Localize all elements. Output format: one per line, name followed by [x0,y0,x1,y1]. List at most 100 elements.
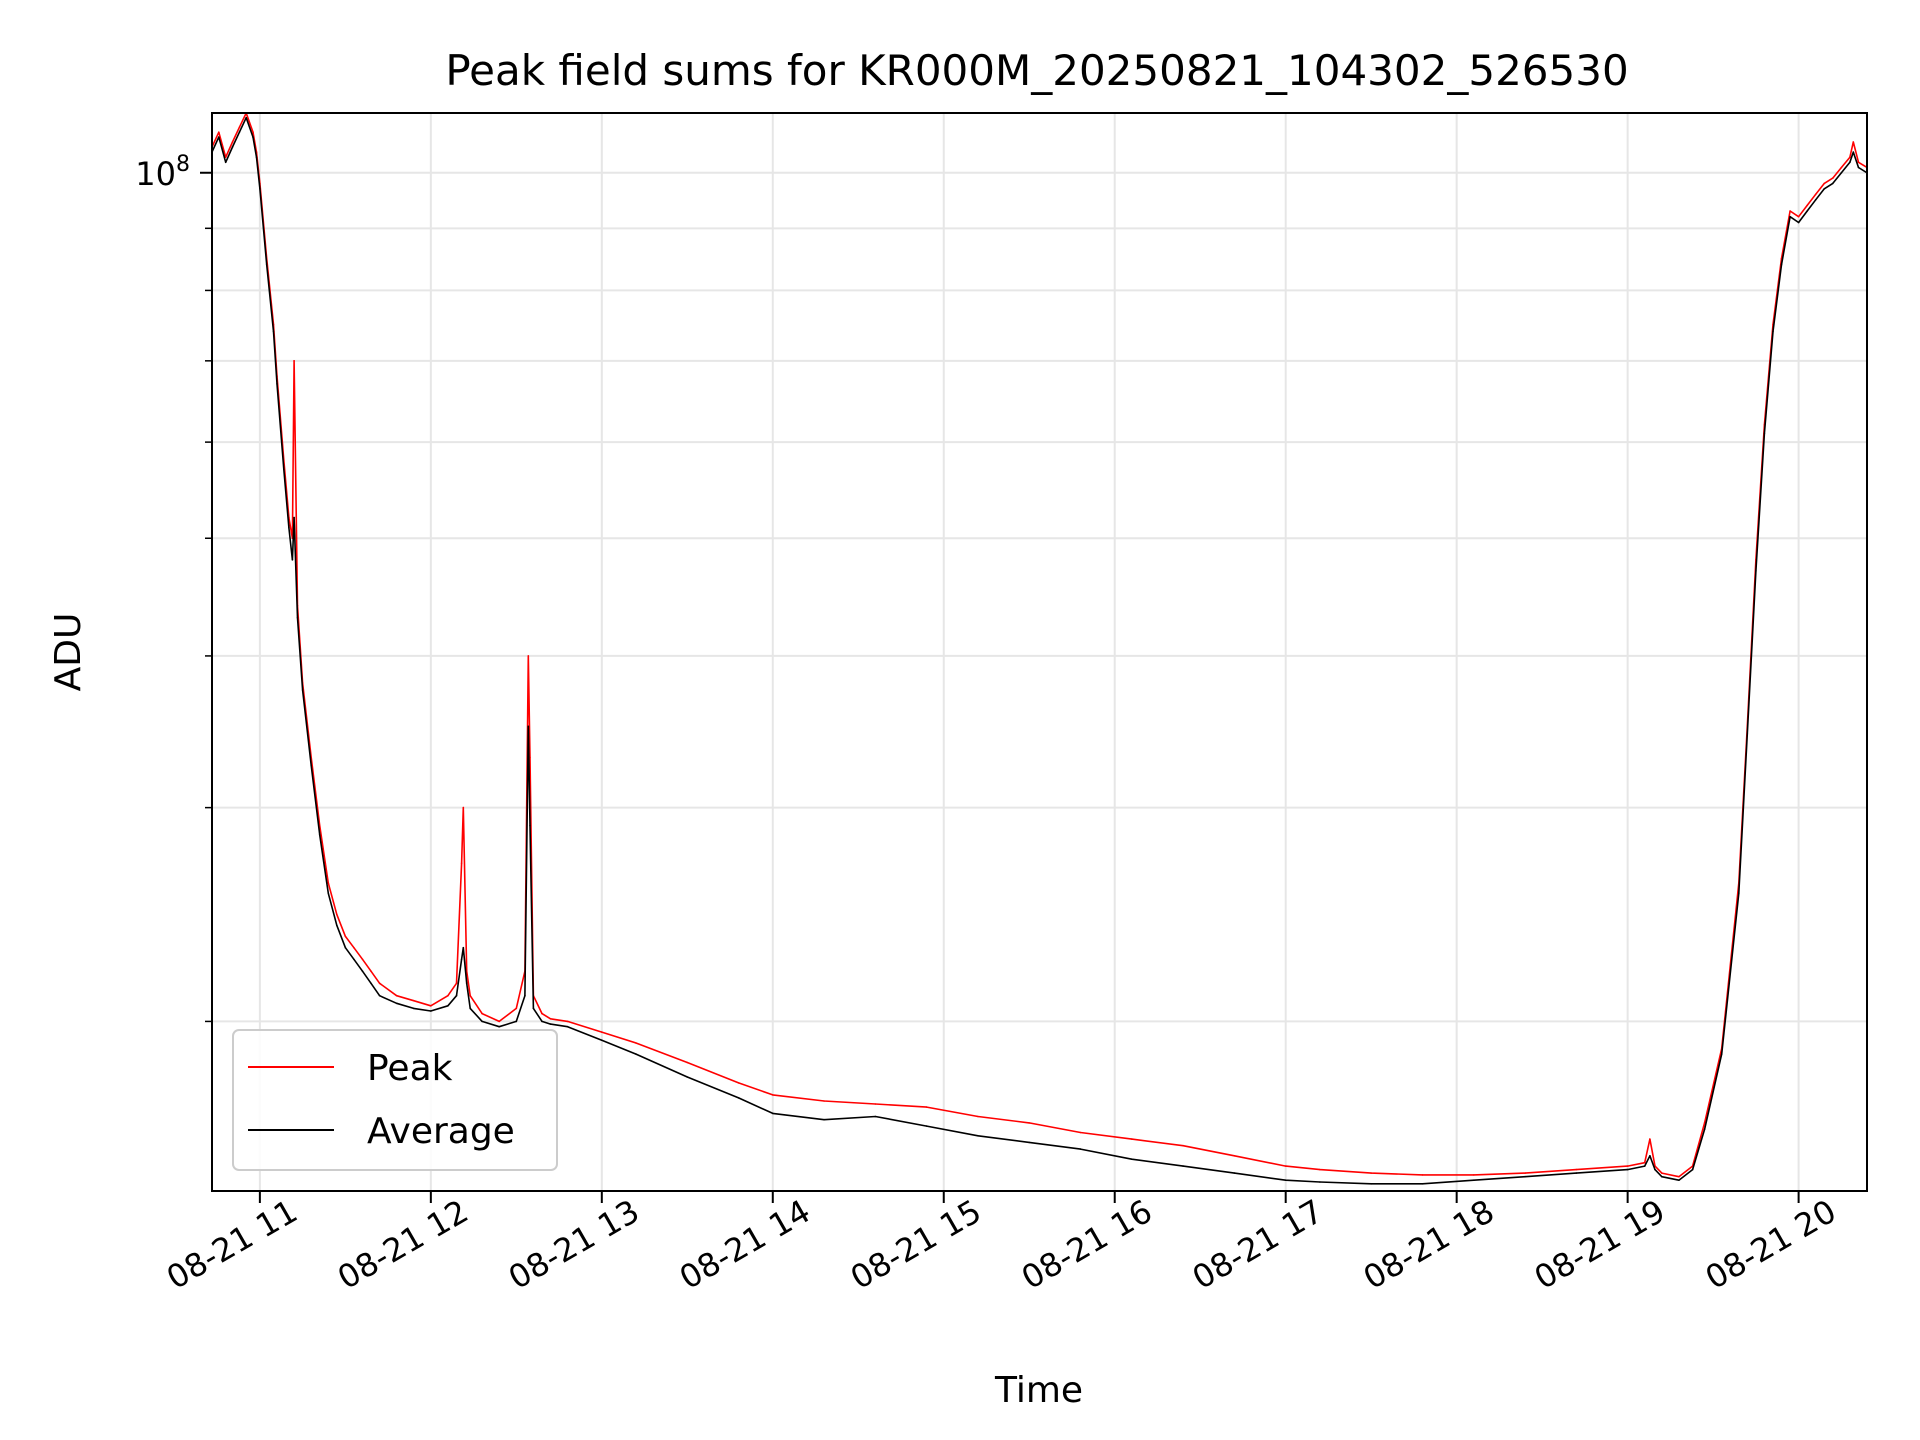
data-point-average [1473,1179,1475,1181]
data-point-peak [1319,1168,1321,1171]
data-point-peak [737,1082,740,1084]
data-point-peak [772,1094,774,1096]
data-point-peak [527,655,530,657]
data-point-average [1649,1155,1651,1157]
data-point-average [353,958,355,961]
data-point-peak [447,994,449,997]
data-point-average [1755,570,1757,572]
data-point-average [361,970,364,972]
data-point-average [601,1039,603,1041]
data-point-peak [370,970,372,972]
data-point-peak [469,994,472,997]
data-point-average [1746,733,1749,735]
data-point-average [1626,1168,1629,1171]
data-point-average [301,689,304,691]
data-point-peak [1857,161,1860,164]
data-point-peak [1626,1165,1629,1167]
data-point-peak [823,1100,825,1102]
data-point-peak [224,156,227,158]
data-point-average [1370,1183,1372,1185]
data-point-average [318,833,321,836]
data-point-average [469,1007,472,1010]
data-point-average [344,946,347,949]
data-point-peak [1421,1174,1424,1176]
data-point-average [430,1010,432,1012]
data-point-average [1575,1172,1578,1174]
chart-title: Peak field sums for KR000M_20250821_1043… [445,46,1628,95]
data-point-peak [1840,166,1843,169]
data-point-peak [344,935,347,938]
data-point-peak [481,1012,483,1015]
data-point-peak [977,1115,979,1118]
data-point-peak [1131,1138,1133,1140]
data-point-average [498,1025,501,1028]
data-point-peak [1703,1122,1706,1124]
data-point-average [265,263,268,266]
data-point-average [1131,1158,1133,1160]
data-point-peak [498,1020,501,1023]
data-point-average [1079,1148,1082,1150]
data-point-average [327,892,330,895]
data-point-average [549,1023,552,1025]
data-point-peak [1823,182,1826,185]
data-point-average [737,1097,740,1099]
data-point-peak [378,982,381,985]
data-point-peak [327,882,330,884]
data-point-average [218,136,220,138]
data-point-average [874,1115,877,1118]
data-point-average [336,924,338,927]
data-point-peak [1678,1175,1680,1178]
data-point-peak [1284,1165,1287,1167]
legend: Peak Average [232,1029,558,1171]
data-point-peak [1473,1174,1475,1176]
data-point-average [527,725,530,728]
y-tick-label: 108 [135,152,190,193]
data-point-average [1524,1175,1526,1178]
y-axis-label: ADU [48,613,89,692]
data-point-average [1789,215,1791,218]
data-point-average [293,516,295,519]
data-point-average [1319,1181,1321,1183]
data-point-peak [925,1106,928,1108]
data-point-peak [336,913,338,916]
data-point-average [1703,1128,1706,1131]
data-point-average [481,1020,483,1023]
data-point-average [1763,432,1766,435]
data-point-average [541,1020,543,1023]
data-point-average [395,1002,398,1005]
data-point-average [370,982,372,985]
data-point-average [977,1135,979,1137]
data-point-peak [549,1018,552,1020]
data-point-average [1233,1172,1236,1174]
data-point-average [1849,161,1851,164]
data-point-average [1738,892,1740,895]
data-point-average [532,1007,535,1010]
data-point-peak [1789,210,1791,212]
data-point-peak [1852,141,1855,143]
data-point-average [252,136,254,138]
data-point-average [1797,221,1800,224]
data-point-average [1678,1179,1680,1181]
data-point-peak [361,958,364,961]
plot-area-frame [211,112,1868,1192]
data-point-peak [1806,204,1808,207]
data-point-average [238,131,241,133]
data-point-peak [238,126,241,129]
data-point-peak [252,131,254,133]
data-point-peak [1814,193,1817,196]
data-point-peak [1233,1155,1236,1157]
data-point-peak [218,131,220,133]
data-point-average [1832,182,1834,185]
data-point-peak [601,1031,603,1033]
data-point-average [823,1118,825,1121]
data-point-average [925,1125,928,1127]
data-point-peak [462,806,465,809]
data-point-average [272,330,275,333]
data-point-average [255,156,258,158]
data-point-average [1806,210,1808,212]
data-point-peak [686,1061,689,1064]
data-point-average [412,1007,415,1010]
data-point-peak [515,1007,518,1010]
data-point-peak [1832,177,1834,179]
